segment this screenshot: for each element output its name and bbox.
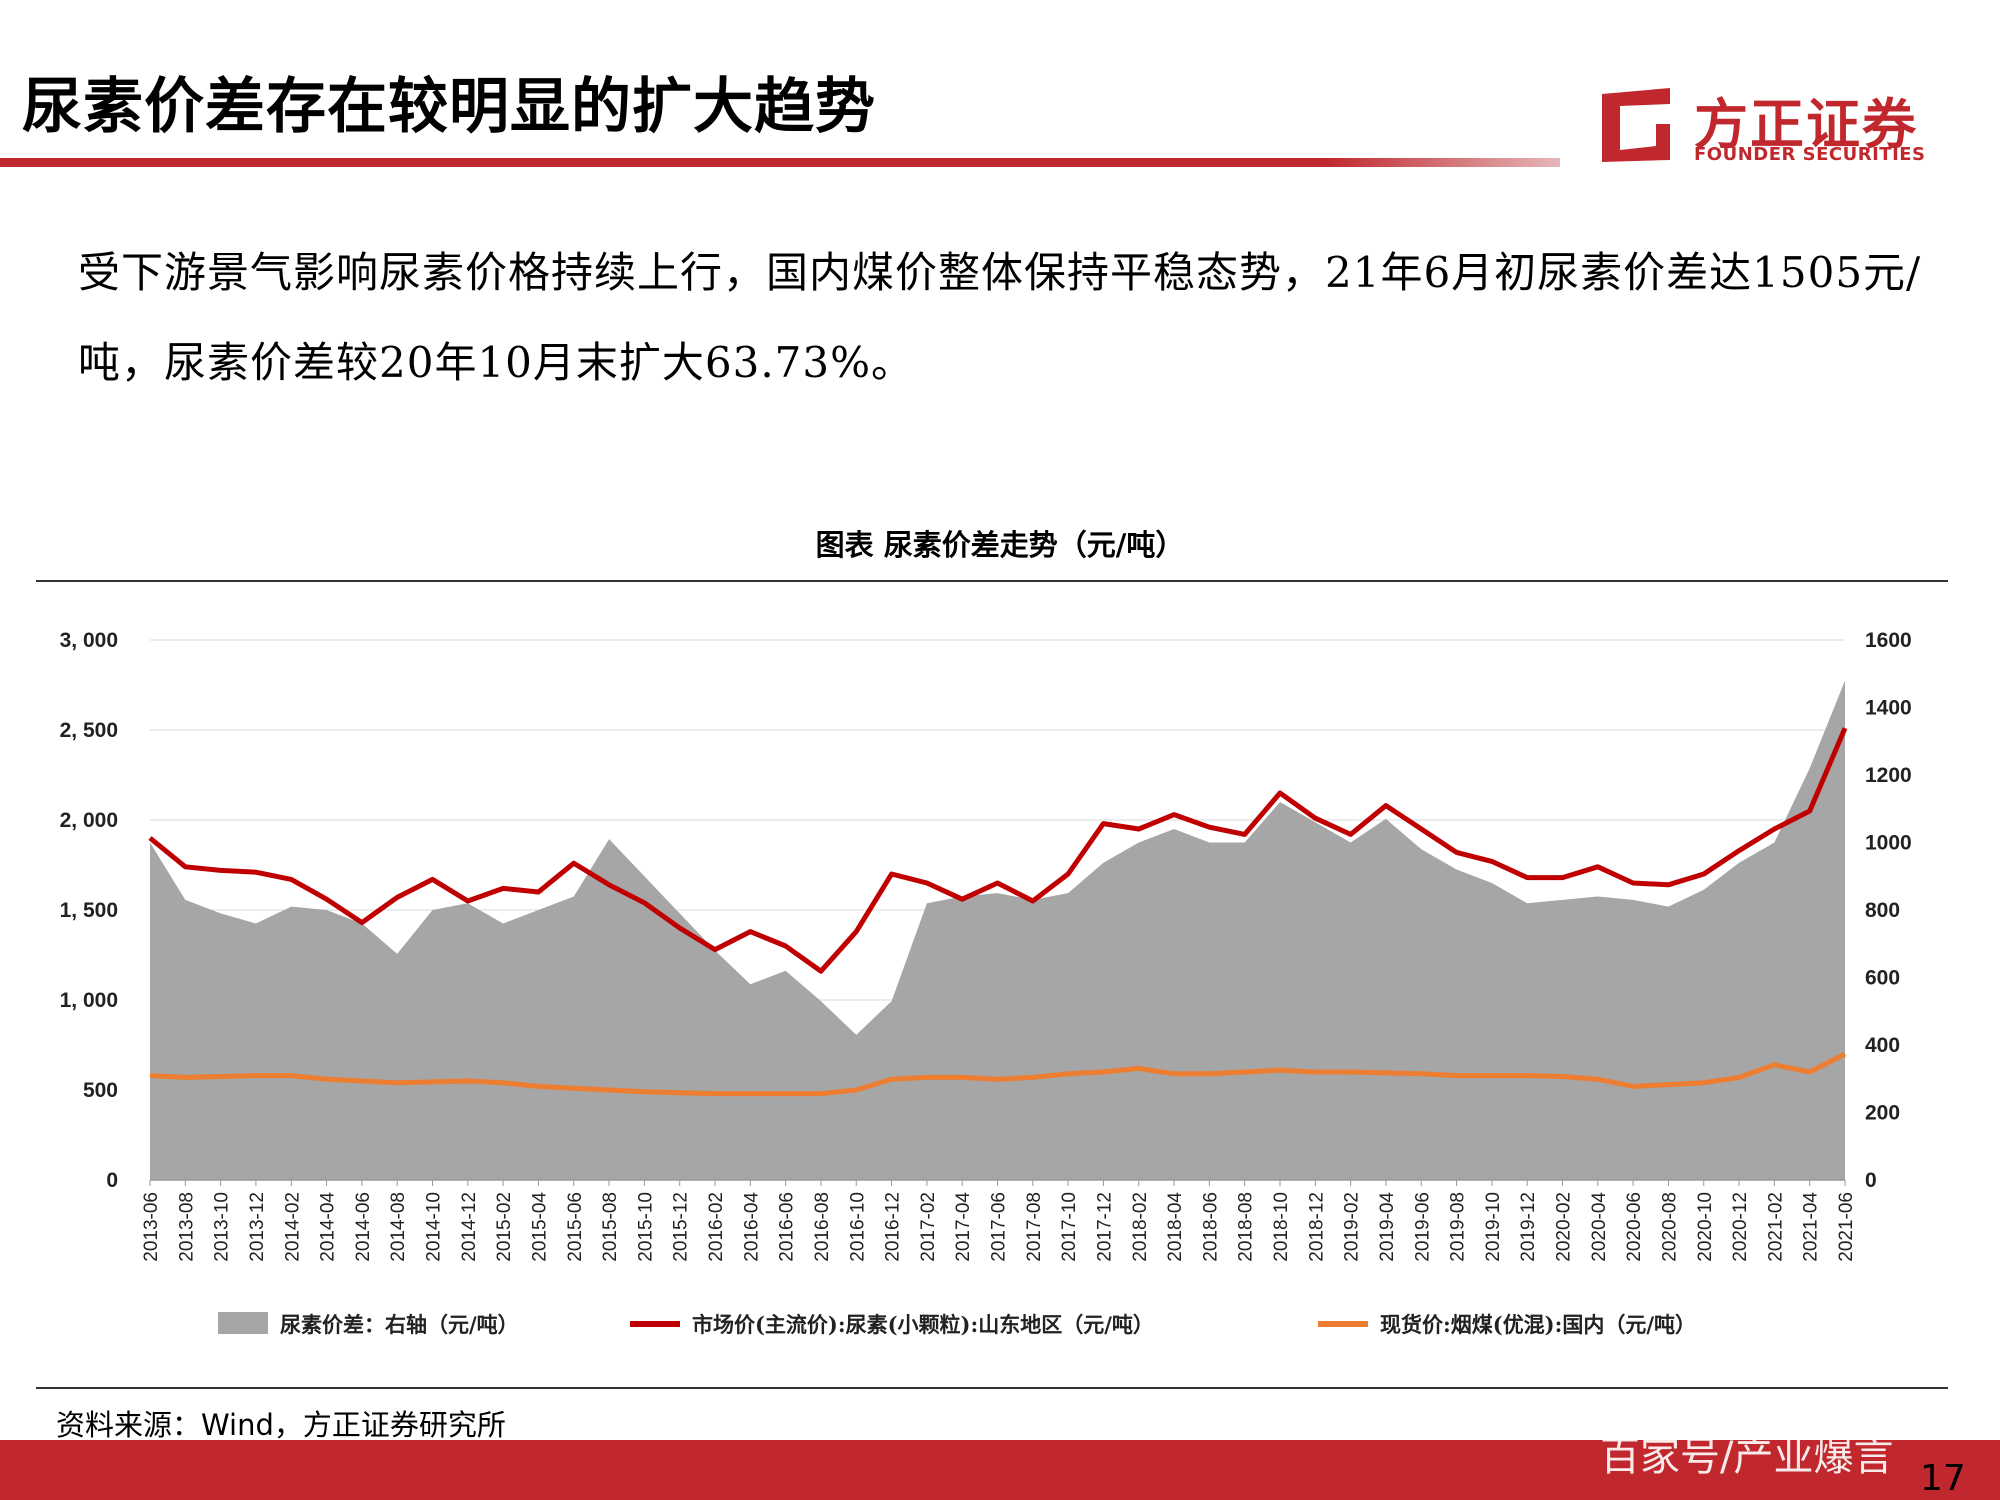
x-tick-label: 2019-10 <box>1483 1192 1504 1262</box>
x-tick-label: 2019-08 <box>1448 1192 1469 1262</box>
chart-top-rule <box>36 580 1948 582</box>
series-urea-market-price-line <box>148 727 1848 974</box>
x-tick-label: 2015-06 <box>565 1192 586 1262</box>
y-left-tick-label: 1, 000 <box>60 989 118 1012</box>
x-tick-label: 2017-04 <box>953 1192 974 1262</box>
x-tick-label: 2016-02 <box>706 1192 727 1262</box>
legend-item-urea-spread-label: 尿素价差：右轴（元/吨） <box>280 1312 519 1337</box>
legend-item-urea-market-price-label: 市场价(主流价):尿素(小颗粒):山东地区（元/吨） <box>692 1312 1154 1337</box>
x-tick-label: 2018-10 <box>1271 1192 1292 1262</box>
x-tick-label: 2016-04 <box>741 1192 762 1262</box>
x-tick-label: 2015-10 <box>635 1192 656 1262</box>
x-tick-label: 2013-10 <box>212 1192 233 1262</box>
y-right-tick-label: 1600 <box>1865 629 1912 652</box>
logo-english-name: FOUNDER SECURITIES <box>1694 144 1926 165</box>
x-tick-label: 2020-06 <box>1624 1192 1645 1262</box>
x-tick-label: 2013-06 <box>141 1192 162 1262</box>
data-source-note: 资料来源：Wind，方正证券研究所 <box>56 1408 506 1442</box>
x-tick-label: 2019-12 <box>1518 1192 1539 1262</box>
x-tick-label: 2017-08 <box>1024 1192 1045 1262</box>
page-number: 17 <box>1920 1458 1966 1499</box>
logo-chinese-name: 方正证券 <box>1694 93 1918 156</box>
x-tick-label: 2016-08 <box>812 1192 833 1262</box>
legend-item-coal-spot-price-label: 现货价:烟煤(优混):国内（元/吨） <box>1380 1312 1696 1337</box>
y-right-tick-label: 400 <box>1865 1034 1900 1057</box>
x-tick-label: 2018-08 <box>1236 1192 1257 1262</box>
x-tick-label: 2015-02 <box>494 1192 515 1262</box>
x-tick-label: 2020-02 <box>1554 1192 1575 1262</box>
x-tick-label: 2015-08 <box>600 1192 621 1262</box>
summary-paragraph: 受下游景气影响尿素价格持续上行，国内煤价整体保持平稳态势，21年6月初尿素价差达… <box>78 248 1922 387</box>
y-left-tick-label: 2, 000 <box>60 809 118 832</box>
x-tick-label: 2020-08 <box>1659 1192 1680 1262</box>
y-right-tick-label: 1400 <box>1865 697 1912 720</box>
y-right-tick-label: 800 <box>1865 899 1900 922</box>
x-tick-label: 2018-06 <box>1200 1192 1221 1262</box>
x-tick-label: 2021-06 <box>1836 1192 1857 1262</box>
x-tick-label: 2017-10 <box>1059 1192 1080 1262</box>
x-tick-label: 2020-10 <box>1695 1192 1716 1262</box>
x-tick-label: 2020-12 <box>1730 1192 1751 1262</box>
watermark: 百家号/产业爆言 <box>1600 1434 1894 1480</box>
x-tick-label: 2016-10 <box>847 1192 868 1262</box>
title-underline <box>0 158 1560 167</box>
logo-mark-icon <box>1602 88 1670 162</box>
page-title: 尿素价差存在较明显的扩大趋势 <box>22 72 876 142</box>
y-left-tick-label: 500 <box>83 1079 118 1102</box>
x-tick-label: 2014-08 <box>388 1192 409 1262</box>
y-left-tick-label: 2, 500 <box>60 719 118 742</box>
urea-spread-chart: 0 500 1, 000 1, 500 2, 000 2, 500 3, 000 0 200 40… <box>60 629 1912 1337</box>
x-tick-label: 2018-12 <box>1306 1192 1327 1262</box>
x-tick-label: 2016-06 <box>777 1192 798 1262</box>
x-tick-label: 2015-12 <box>671 1192 692 1262</box>
x-tick-label: 2017-12 <box>1094 1192 1115 1262</box>
x-tick-label: 2019-06 <box>1412 1192 1433 1262</box>
y-left-tick-label: 0 <box>106 1169 118 1192</box>
legend-item-urea-spread-swatch <box>218 1312 268 1334</box>
y-right-tick-label: 0 <box>1865 1169 1877 1192</box>
x-tick-label: 2020-04 <box>1589 1192 1610 1262</box>
x-tick-label: 2013-12 <box>247 1192 268 1262</box>
y-right-tick-label: 1200 <box>1865 764 1912 787</box>
series-urea-spread-area <box>150 680 1845 1180</box>
series-coal-spot-price-line <box>149 1051 1847 1097</box>
x-tick-label: 2017-06 <box>989 1192 1010 1262</box>
y-right-tick-label: 600 <box>1865 967 1900 990</box>
chart-bottom-rule <box>36 1387 1948 1389</box>
x-tick-label: 2021-04 <box>1801 1192 1822 1262</box>
x-tick-label: 2014-04 <box>318 1192 339 1262</box>
x-tick-label: 2021-02 <box>1765 1192 1786 1262</box>
x-tick-label: 2017-02 <box>918 1192 939 1262</box>
x-tick-label: 2014-02 <box>282 1192 303 1262</box>
x-tick-label: 2018-04 <box>1165 1192 1186 1262</box>
x-tick-label: 2018-02 <box>1130 1192 1151 1262</box>
y-right-tick-label: 200 <box>1865 1102 1900 1125</box>
x-tick-label: 2014-06 <box>353 1192 374 1262</box>
footer-bar <box>0 1440 2000 1500</box>
x-tick-label: 2014-12 <box>459 1192 480 1262</box>
x-tick-label: 2014-10 <box>424 1192 445 1262</box>
x-tick-label: 2015-04 <box>529 1192 550 1262</box>
company-logo: 方正证券 FOUNDER SECURITIES <box>1598 80 1928 170</box>
x-tick-label: 2013-08 <box>176 1192 197 1262</box>
x-tick-label: 2016-12 <box>883 1192 904 1262</box>
y-left-tick-label: 1, 500 <box>60 899 118 922</box>
x-tick-label: 2019-04 <box>1377 1192 1398 1262</box>
y-right-tick-label: 1000 <box>1865 832 1912 855</box>
chart-title: 图表 尿素价差走势（元/吨） <box>815 528 1185 562</box>
x-tick-label: 2019-02 <box>1342 1192 1363 1262</box>
y-left-tick-label: 3, 000 <box>60 629 118 652</box>
